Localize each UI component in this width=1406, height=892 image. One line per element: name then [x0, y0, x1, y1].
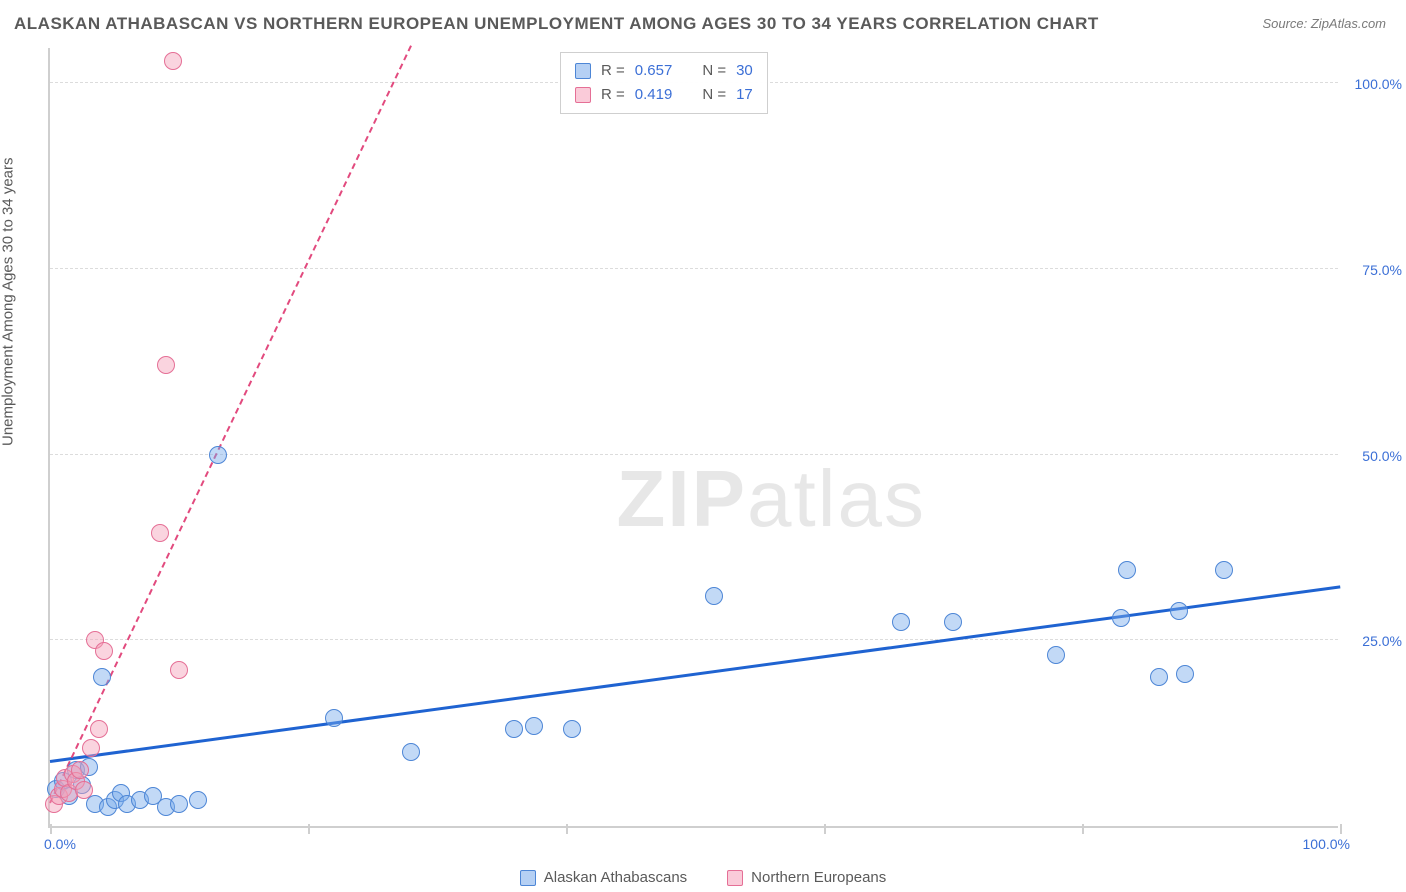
- n-value: 30: [736, 59, 753, 83]
- r-label: R =: [601, 83, 625, 107]
- legend-swatch: [727, 870, 743, 886]
- y-tick-label: 75.0%: [1342, 262, 1402, 278]
- watermark-bold: ZIP: [617, 454, 747, 543]
- data-point: [82, 739, 100, 757]
- r-value: 0.657: [635, 59, 673, 83]
- r-value: 0.419: [635, 83, 673, 107]
- data-point: [90, 720, 108, 738]
- series-swatch: [575, 63, 591, 79]
- watermark-light: atlas: [747, 454, 926, 543]
- data-point: [1170, 602, 1188, 620]
- gridline: [50, 268, 1338, 269]
- scatter-plot: ZIPatlas 25.0%50.0%75.0%100.0%0.0%100.0%: [48, 48, 1338, 828]
- data-point: [93, 668, 111, 686]
- data-point: [75, 781, 93, 799]
- series-swatch: [575, 87, 591, 103]
- data-point: [1215, 561, 1233, 579]
- data-point: [525, 717, 543, 735]
- data-point: [1112, 609, 1130, 627]
- data-point: [892, 613, 910, 631]
- data-point: [209, 446, 227, 464]
- data-point: [505, 720, 523, 738]
- data-point: [151, 524, 169, 542]
- data-point: [944, 613, 962, 631]
- gridline: [50, 454, 1338, 455]
- y-tick-label: 25.0%: [1342, 633, 1402, 649]
- stats-row: R = 0.657 N = 30: [575, 59, 753, 83]
- x-tick-mark: [308, 824, 310, 834]
- legend-item: Alaskan Athabascans: [520, 869, 687, 886]
- x-tick-mark: [566, 824, 568, 834]
- legend-item: Northern Europeans: [727, 869, 886, 886]
- x-tick-mark: [824, 824, 826, 834]
- data-point: [1047, 646, 1065, 664]
- correlation-stats-box: R = 0.657 N = 30 R = 0.419 N = 17: [560, 52, 768, 114]
- data-point: [563, 720, 581, 738]
- data-point: [157, 356, 175, 374]
- x-tick-label: 100.0%: [1303, 836, 1350, 852]
- y-tick-label: 100.0%: [1342, 76, 1402, 92]
- data-point: [402, 743, 420, 761]
- trend-line: [49, 45, 412, 804]
- x-tick-mark: [50, 824, 52, 834]
- series-legend: Alaskan Athabascans Northern Europeans: [0, 869, 1406, 886]
- n-value: 17: [736, 83, 753, 107]
- n-label: N =: [702, 83, 726, 107]
- trend-line: [50, 585, 1340, 763]
- data-point: [164, 52, 182, 70]
- data-point: [325, 709, 343, 727]
- x-tick-mark: [1082, 824, 1084, 834]
- data-point: [705, 587, 723, 605]
- x-tick-label: 0.0%: [44, 836, 76, 852]
- stats-row: R = 0.419 N = 17: [575, 83, 753, 107]
- legend-label: Alaskan Athabascans: [544, 869, 687, 886]
- data-point: [71, 761, 89, 779]
- data-point: [1118, 561, 1136, 579]
- n-label: N =: [702, 59, 726, 83]
- legend-label: Northern Europeans: [751, 869, 886, 886]
- data-point: [1176, 665, 1194, 683]
- y-axis-label: Unemployment Among Ages 30 to 34 years: [0, 157, 17, 446]
- legend-swatch: [520, 870, 536, 886]
- data-point: [170, 795, 188, 813]
- r-label: R =: [601, 59, 625, 83]
- gridline: [50, 639, 1338, 640]
- source-attribution: Source: ZipAtlas.com: [1262, 16, 1386, 31]
- chart-title: ALASKAN ATHABASCAN VS NORTHERN EUROPEAN …: [14, 14, 1099, 34]
- x-tick-mark: [1340, 824, 1342, 834]
- data-point: [1150, 668, 1168, 686]
- data-point: [170, 661, 188, 679]
- data-point: [189, 791, 207, 809]
- watermark: ZIPatlas: [617, 453, 926, 545]
- data-point: [95, 642, 113, 660]
- y-tick-label: 50.0%: [1342, 448, 1402, 464]
